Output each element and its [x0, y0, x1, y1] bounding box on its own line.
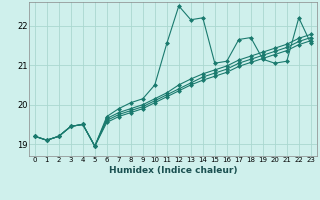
X-axis label: Humidex (Indice chaleur): Humidex (Indice chaleur): [108, 166, 237, 175]
